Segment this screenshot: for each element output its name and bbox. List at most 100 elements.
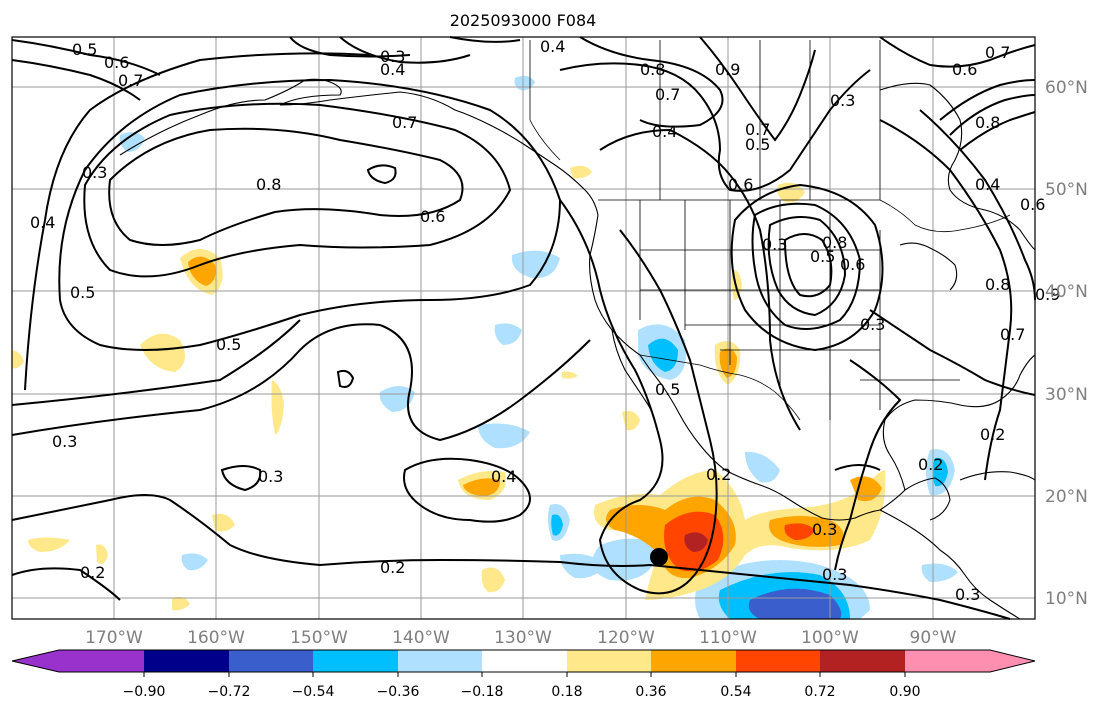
contour-label: 0.4 <box>540 37 565 56</box>
contour-line <box>11 494 1011 620</box>
colorbar-tick-label: 0.90 <box>889 684 920 700</box>
contour-label: 0.6 <box>104 53 129 72</box>
contour-line <box>919 109 1036 301</box>
contour-label: 0.6 <box>952 60 977 79</box>
lon-label: 110°W <box>699 628 757 648</box>
colorbar-tick-label: −0.18 <box>461 684 504 700</box>
contour-line <box>220 465 262 492</box>
contour-label: 0.4 <box>30 213 55 232</box>
colorbar-bin <box>144 650 229 672</box>
shade-patch <box>748 588 842 619</box>
contour-label: 0.3 <box>955 585 980 604</box>
lat-labels: 60°N 50°N 40°N 30°N 20°N 10°N <box>1045 78 1088 609</box>
contour-label: 0.3 <box>380 47 405 66</box>
coastline-cuba <box>959 471 1036 481</box>
graticule <box>12 37 1035 619</box>
shade-patch <box>96 544 108 564</box>
shade-patch <box>481 567 505 593</box>
contour-label: 0.7 <box>118 71 143 90</box>
colorbar: −0.90 −0.72 −0.54 −0.36 −0.18 0.18 0.36 … <box>11 649 1036 700</box>
colorbar-bin <box>567 650 651 672</box>
contour-line <box>24 52 371 391</box>
lat-label: 20°N <box>1045 487 1088 507</box>
colorbar-tick-label: 0.36 <box>635 684 666 700</box>
contour-line <box>559 199 718 595</box>
contour-line <box>599 128 801 431</box>
contour-label: 0.5 <box>655 380 680 399</box>
contour-label: 0.2 <box>706 465 731 484</box>
contour-label: 0.2 <box>980 425 1005 444</box>
shade-patch <box>784 523 815 540</box>
colorbar-bin <box>651 650 736 672</box>
lon-label: 170°W <box>85 628 143 648</box>
contour-label: 0.3 <box>822 565 847 584</box>
contour-line <box>869 309 1036 396</box>
contour-label: 0.7 <box>655 85 680 104</box>
colorbar-tick-label: −0.54 <box>292 684 335 700</box>
contour-label: 0.5 <box>72 40 97 59</box>
map-title: 2025093000 F084 <box>450 11 597 30</box>
lat-label: 60°N <box>1045 78 1088 98</box>
contour-label: 0.4 <box>975 175 1000 194</box>
shade-patch <box>850 476 882 502</box>
contour-line <box>58 78 562 351</box>
lat-label: 40°N <box>1045 282 1088 302</box>
lon-label: 120°W <box>597 628 655 648</box>
colorbar-bin <box>398 650 482 672</box>
contour-line <box>403 457 531 523</box>
shade-patch <box>570 165 592 179</box>
lat-label: 30°N <box>1045 385 1088 405</box>
coastline-yucatan <box>904 477 951 521</box>
shade-patch <box>745 451 780 483</box>
colorbar-bin <box>59 650 144 672</box>
lon-label: 100°W <box>801 628 859 648</box>
contour-label: 0.4 <box>491 467 516 486</box>
contour-line <box>949 94 1036 136</box>
colorbar-tick-label: 0.18 <box>551 684 582 700</box>
coastline-great-lakes <box>899 242 958 291</box>
contour-label: 0.6 <box>420 207 445 226</box>
shade-patch <box>560 553 605 579</box>
colorbar-bin <box>229 650 313 672</box>
contour-label: 0.6 <box>840 255 865 274</box>
map-frame <box>11 36 1036 620</box>
contour-label: 0.3 <box>258 467 283 486</box>
contour-line <box>11 323 591 442</box>
contour-line <box>959 111 1036 151</box>
contour-line <box>879 36 1036 68</box>
shade-patch <box>463 478 500 496</box>
coastline-central-america <box>879 509 1021 620</box>
contour-label: 0.2 <box>80 563 105 582</box>
shade-patch <box>188 256 216 286</box>
contour-line <box>767 215 847 317</box>
contour-line <box>11 319 301 406</box>
colorbar-tick-label: 0.72 <box>804 684 835 700</box>
contour-line <box>834 359 902 571</box>
shade-patch <box>119 132 145 152</box>
lon-labels: 170°W 160°W 150°W 140°W 130°W 120°W 110°… <box>85 628 957 648</box>
contour-line <box>783 233 833 298</box>
contour-label: 0.8 <box>822 233 847 252</box>
lon-label: 150°W <box>290 628 348 648</box>
contour-label: 0.7 <box>745 120 770 139</box>
contour-label: 0.8 <box>640 60 665 79</box>
shade-patch <box>494 323 522 345</box>
shade-patch <box>140 333 185 372</box>
coastline-hudson <box>879 82 1036 251</box>
contour-label: 0.3 <box>82 163 107 182</box>
contour-label: 0.5 <box>745 135 770 154</box>
contour-line <box>11 59 141 101</box>
shade-patch <box>28 537 70 552</box>
colorbar-bin <box>313 650 398 672</box>
shade-patch <box>921 563 958 582</box>
contour-line <box>879 119 1013 481</box>
shade-patch <box>212 513 235 532</box>
coastline-west-coast <box>589 214 881 521</box>
contour-line <box>559 62 871 192</box>
contour-line <box>108 127 464 246</box>
contour-label: 0.2 <box>380 558 405 577</box>
contour-label: 0.3 <box>860 315 885 334</box>
colorbar-bin <box>482 650 567 672</box>
